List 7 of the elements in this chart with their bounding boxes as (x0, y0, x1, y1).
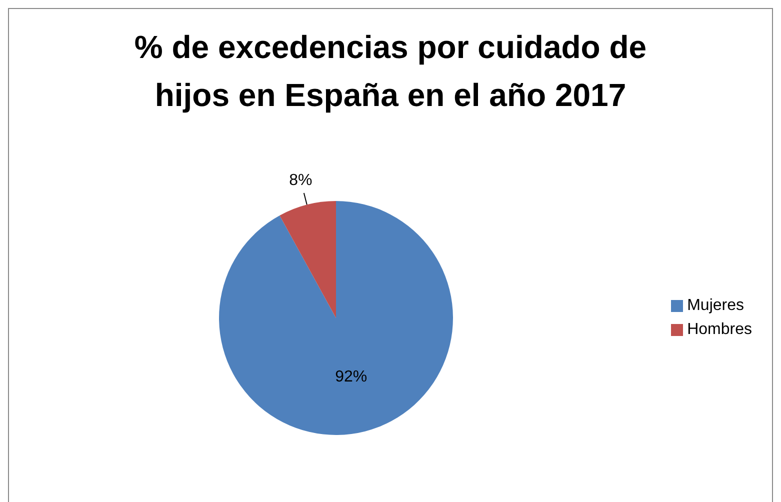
chart-title: % de excedencias por cuidado de hijos en España en el año 2017 (133, 28, 648, 115)
pie-slice (219, 201, 453, 435)
data-label: 92% (335, 368, 368, 386)
data-label: 8% (289, 172, 312, 189)
pie-slice (280, 201, 336, 318)
legend-label: Mujeres (687, 297, 744, 314)
legend-label: Hombres (687, 321, 752, 338)
